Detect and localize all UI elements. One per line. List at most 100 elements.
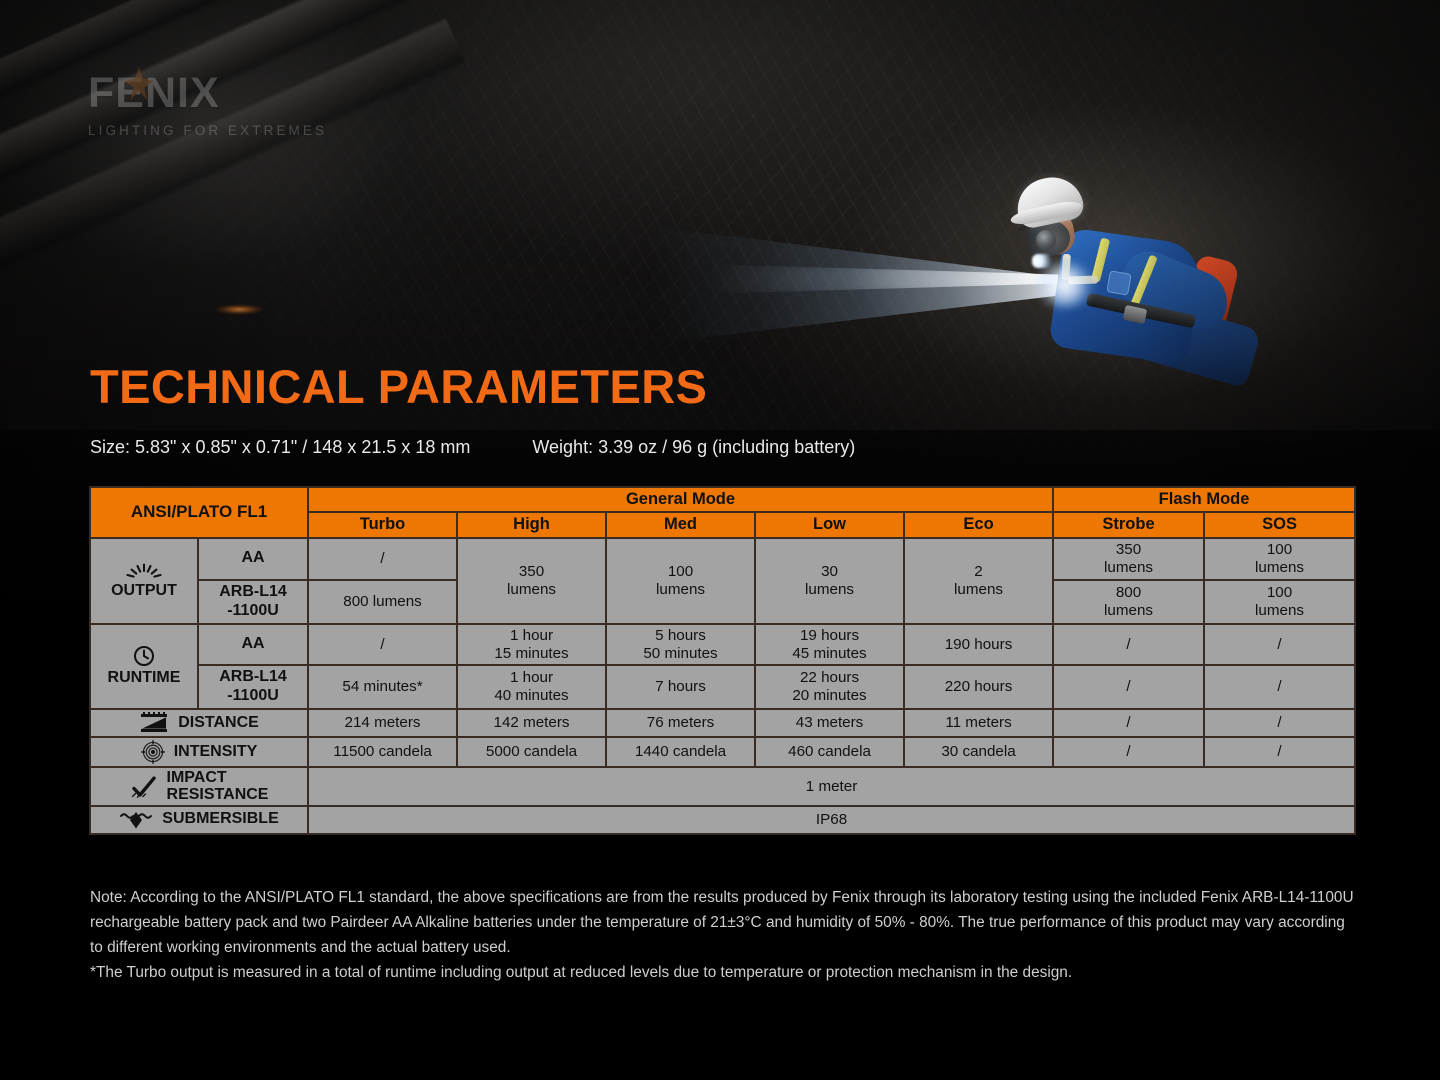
cell-output-aa-turbo: / <box>307 536 459 581</box>
cell-runtime-aa-strobe: / <box>1052 622 1206 667</box>
weight-spec: Weight: 3.39 oz / 96 g (including batter… <box>532 437 856 457</box>
cell-submersible-value: IP68 <box>307 804 1357 835</box>
cell-output-eco: 2 lumens <box>903 536 1055 625</box>
cell-intensity-sos: / <box>1203 736 1357 769</box>
cell-runtime-arb-eco: 220 hours <box>903 664 1055 711</box>
table-row-impact-resistance: IMPACT RESISTANCE 1 meter <box>88 766 1357 807</box>
row-label-intensity: INTENSITY <box>88 736 310 769</box>
burst-icon <box>125 561 163 581</box>
header-mode-sos: SOS <box>1203 511 1357 539</box>
battery-label-aa-runtime: AA <box>196 622 310 667</box>
cell-runtime-arb-sos: / <box>1203 664 1357 711</box>
battery-label-aa: AA <box>196 536 310 581</box>
cell-intensity-turbo: 11500 candela <box>307 736 459 769</box>
cell-runtime-aa-sos: / <box>1203 622 1357 667</box>
battery-label-arb-runtime: ARB-L14 -1100U <box>196 664 310 711</box>
target-icon <box>140 740 165 765</box>
cell-intensity-med: 1440 candela <box>605 736 757 769</box>
cell-intensity-low: 460 candela <box>754 736 906 769</box>
table-row-distance: DISTANCE 214 meters 142 meters 76 meters… <box>88 708 1357 739</box>
cell-runtime-aa-high: 1 hour 15 minutes <box>456 622 608 667</box>
battery-label-arb-line2: -1100U <box>227 601 279 619</box>
table-header-row-modes: Turbo High Med Low Eco Strobe SOS <box>90 511 1357 539</box>
cell-output-aa-strobe: 350 lumens <box>1052 536 1206 581</box>
row-label-submersible-text: SUBMERSIBLE <box>162 810 279 828</box>
cell-output-aa-sos: 100 lumens <box>1203 536 1357 581</box>
battery-label-arb-line1: ARB-L14 <box>219 668 287 686</box>
table-row-output-arb: ARB-L14 -1100U 800 lumens 800 lumens 100… <box>90 578 1357 625</box>
cell-output-arb-sos: 100 lumens <box>1203 578 1357 625</box>
cell-output-low: 30 lumens <box>754 536 906 625</box>
cell-runtime-aa-eco: 190 hours <box>903 622 1055 667</box>
page-title: TECHNICAL PARAMETERS <box>90 360 708 413</box>
cell-runtime-arb-turbo: 54 minutes* <box>307 664 459 711</box>
impact-icon <box>130 775 158 799</box>
distance-icon <box>139 712 169 734</box>
cell-runtime-arb-low: 22 hours 20 minutes <box>754 664 906 711</box>
header-ansi-plato-fl1: ANSI/PLATO FL1 <box>88 486 310 539</box>
row-label-intensity-text: INTENSITY <box>173 742 258 760</box>
header-mode-strobe: Strobe <box>1052 511 1206 539</box>
cell-runtime-aa-turbo: / <box>307 622 459 667</box>
header-mode-turbo: Turbo <box>307 511 459 539</box>
table-row-output-aa: OUTPUT AA / 350 lumens 100 lumens 30 lum… <box>89 536 1357 625</box>
header-mode-low: Low <box>754 511 906 539</box>
row-label-runtime: RUNTIME <box>89 622 199 711</box>
cell-intensity-high: 5000 candela <box>456 736 608 769</box>
row-label-submersible: SUBMERSIBLE <box>88 804 310 835</box>
size-spec: Size: 5.83" x 0.85" x 0.71" / 148 x 21.5… <box>90 437 471 457</box>
table-row-runtime-aa: RUNTIME AA / 1 hour 15 minutes 5 hours 5… <box>89 622 1357 711</box>
impact-label-line2: RESISTANCE <box>166 785 269 803</box>
cell-runtime-arb-med: 7 hours <box>605 664 757 711</box>
cell-impact-resistance-value: 1 meter <box>307 766 1357 807</box>
row-label-distance: DISTANCE <box>88 708 310 739</box>
cell-runtime-aa-low: 19 hours 45 minutes <box>754 622 906 667</box>
clock-icon <box>132 644 156 668</box>
table-header-row-groups: ANSI/PLATO FL1 General Mode Flash Mode <box>88 485 1357 539</box>
row-label-distance-text: DISTANCE <box>178 713 259 731</box>
cell-distance-med: 76 meters <box>605 708 757 739</box>
cell-output-arb-turbo: 800 lumens <box>307 578 459 625</box>
impact-label-line1: IMPACT <box>166 769 227 787</box>
cell-output-arb-strobe: 800 lumens <box>1052 578 1206 625</box>
header-mode-eco: Eco <box>903 511 1055 539</box>
header-mode-med: Med <box>605 511 757 539</box>
cell-runtime-aa-med: 5 hours 50 minutes <box>605 622 757 667</box>
footnote-block: Note: According to the ANSI/PLATO FL1 st… <box>90 886 1358 986</box>
water-drop-icon <box>119 809 153 831</box>
header-mode-high: High <box>456 511 608 539</box>
cell-intensity-strobe: / <box>1052 736 1206 769</box>
table-row-submersible: SUBMERSIBLE IP68 <box>88 804 1357 835</box>
cell-distance-strobe: / <box>1052 708 1206 739</box>
cell-output-high: 350 lumens <box>456 536 608 625</box>
header-flash-mode: Flash Mode <box>1052 485 1357 514</box>
row-label-output: OUTPUT <box>89 536 199 625</box>
battery-label-arb-line2: -1100U <box>227 687 279 705</box>
technical-parameters-table: ANSI/PLATO FL1 General Mode Flash Mode T… <box>88 485 1357 835</box>
technical-parameters-table-wrapper: ANSI/PLATO FL1 General Mode Flash Mode T… <box>88 485 1357 835</box>
row-label-runtime-text: RUNTIME <box>107 669 181 687</box>
table-row-intensity: INTENSITY 11500 candela 5000 candela 144… <box>88 736 1357 769</box>
battery-label-arb-output: ARB-L14 -1100U <box>196 578 310 625</box>
cell-distance-eco: 11 meters <box>903 708 1055 739</box>
cell-distance-high: 142 meters <box>456 708 608 739</box>
fenix-logo: FENIX LIGHTING FOR EXTREMES <box>88 66 328 144</box>
row-label-output-text: OUTPUT <box>111 581 177 599</box>
header-general-mode: General Mode <box>307 485 1055 514</box>
row-label-impact-resistance: IMPACT RESISTANCE <box>88 766 310 807</box>
spec-summary-line: Size: 5.83" x 0.85" x 0.71" / 148 x 21.5… <box>90 437 855 458</box>
cell-output-med: 100 lumens <box>605 536 757 625</box>
footnote-turbo-asterisk: *The Turbo output is measured in a total… <box>90 963 1073 981</box>
row-label-impact-text: IMPACT RESISTANCE <box>167 770 269 803</box>
footnote-paragraph: Note: According to the ANSI/PLATO FL1 st… <box>90 889 1354 956</box>
fenix-tagline: LIGHTING FOR EXTREMES <box>88 123 328 138</box>
cell-distance-turbo: 214 meters <box>307 708 459 739</box>
battery-label-arb-line1: ARB-L14 <box>219 582 287 600</box>
fenix-wordmark: FENIX <box>88 69 220 117</box>
cell-runtime-arb-high: 1 hour 40 minutes <box>456 664 608 711</box>
cell-intensity-eco: 30 candela <box>903 736 1055 769</box>
table-row-runtime-arb: ARB-L14 -1100U 54 minutes* 1 hour 40 min… <box>90 664 1357 711</box>
cell-runtime-arb-strobe: / <box>1052 664 1206 711</box>
cell-distance-sos: / <box>1203 708 1357 739</box>
cell-distance-low: 43 meters <box>754 708 906 739</box>
